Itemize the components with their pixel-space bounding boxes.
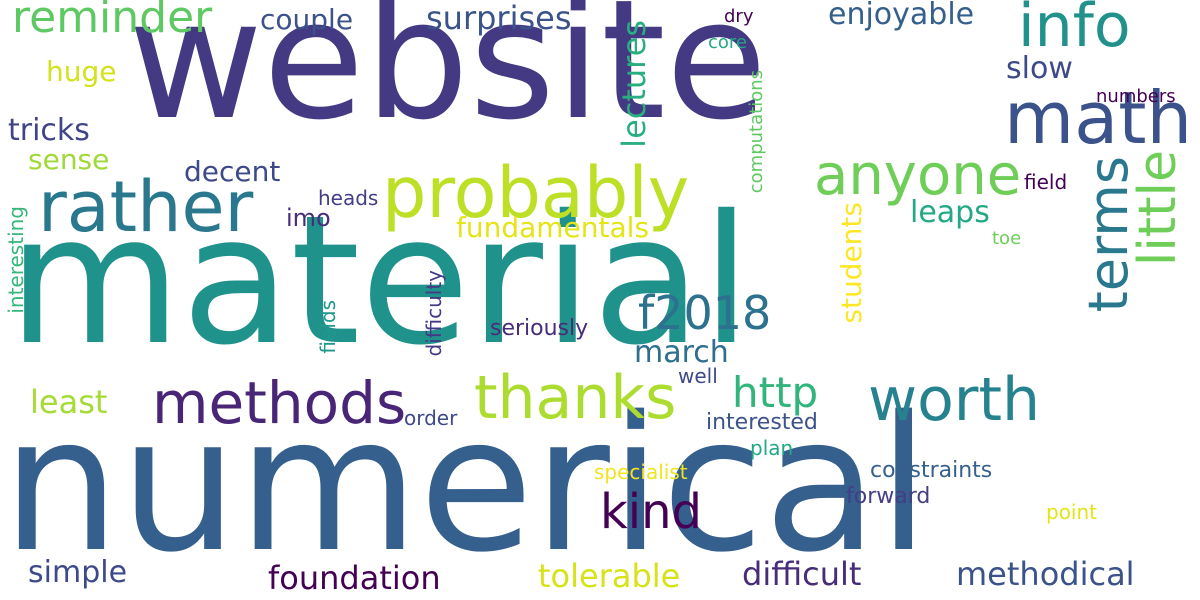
word: lectures — [615, 20, 653, 148]
word: worth — [868, 365, 1041, 435]
word: rather — [38, 166, 254, 248]
word: difficult — [742, 555, 862, 593]
word: plan — [750, 436, 794, 460]
word: material — [8, 177, 751, 384]
word: slow — [1006, 51, 1073, 86]
word: surprises — [426, 0, 572, 37]
word: interested — [706, 410, 818, 435]
word: huge — [46, 55, 117, 88]
word: f2018 — [638, 286, 772, 340]
word: simple — [28, 555, 128, 590]
word: thanks — [474, 363, 677, 433]
word: order — [404, 406, 458, 430]
word: website — [128, 0, 768, 156]
word: probably — [382, 152, 690, 234]
word: terms — [1077, 156, 1140, 313]
word: reminder — [12, 0, 213, 43]
word: constraints — [870, 458, 993, 483]
word: methods — [152, 369, 407, 437]
word: students — [835, 202, 868, 324]
word: decent — [184, 155, 281, 188]
word: tricks — [8, 113, 90, 148]
word: seriously — [490, 316, 589, 341]
word: forward — [846, 484, 931, 509]
word: foundation — [268, 559, 441, 597]
word: fundamentals — [456, 211, 650, 244]
word: numbers — [1096, 86, 1176, 107]
word: info — [1018, 0, 1131, 61]
word: anyone — [814, 143, 1022, 208]
word: numerical — [2, 376, 930, 593]
word: difficulty — [422, 270, 446, 357]
word: imo — [286, 204, 331, 232]
word: leaps — [910, 195, 990, 230]
word: computations — [746, 70, 767, 194]
word: toe — [992, 228, 1022, 249]
word: core — [708, 32, 747, 53]
word: tolerable — [538, 557, 681, 595]
word: methodical — [956, 555, 1135, 593]
word: enjoyable — [828, 0, 975, 32]
word: field — [1024, 170, 1068, 194]
word: kind — [600, 484, 703, 540]
word: dry — [724, 6, 754, 27]
word: well — [678, 364, 718, 388]
word: specialist — [594, 460, 688, 484]
word: least — [30, 383, 108, 421]
word: fields — [316, 300, 340, 354]
word: march — [634, 335, 729, 370]
word: heads — [318, 186, 379, 210]
word: http — [732, 368, 819, 417]
word: math — [1004, 76, 1193, 160]
word: interesting — [4, 206, 28, 314]
word: point — [1046, 500, 1098, 524]
word: sense — [28, 143, 110, 176]
word: couple — [260, 3, 354, 36]
